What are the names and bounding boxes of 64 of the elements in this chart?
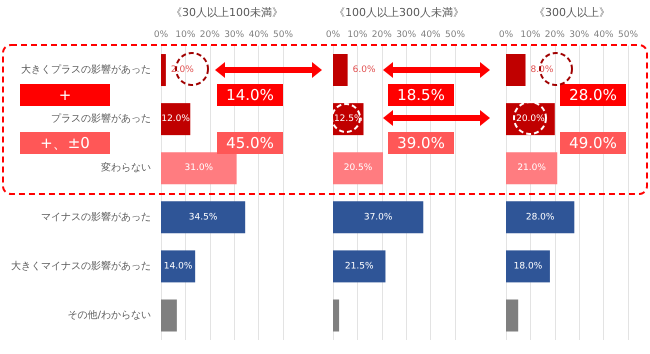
data-label: 14.0% (164, 261, 193, 272)
annotation: 39.0% (397, 134, 445, 152)
x-tick-label: 20% (200, 30, 220, 40)
data-label: 20.5% (344, 163, 373, 174)
bar (333, 299, 340, 332)
data-label: 18.0% (514, 261, 543, 272)
bar (506, 250, 550, 282)
data-label: 37.0% (364, 212, 393, 222)
data-label: 2.0% (170, 65, 194, 76)
y-tick-label: 変わらない (101, 162, 151, 174)
x-tick-label: 50% (444, 30, 466, 40)
data-label: 21.0% (517, 163, 546, 174)
text: + (58, 86, 72, 104)
x-tick-label: 20% (544, 30, 566, 40)
bar (161, 152, 237, 184)
annotation: 45.0% (226, 134, 274, 152)
bar (506, 152, 558, 184)
data-label: 28.0% (526, 212, 555, 222)
x-tick-label: 30% (224, 30, 245, 40)
chart-title: 《300人以上》 (534, 6, 610, 19)
x-tick-label: 40% (594, 30, 614, 40)
data-label: 21.5% (344, 261, 374, 272)
x-tick-label: 0% (326, 30, 341, 40)
y-tick-label: 大きくマイナスの影響があった (11, 260, 151, 272)
text: +、±0 (40, 134, 90, 152)
y-tick-label: 大きくプラスの影響があった (21, 64, 151, 76)
data-label: 34.5% (188, 212, 218, 222)
data-label: 12.0% (161, 114, 190, 124)
data-label: 20.0% (516, 114, 546, 124)
bar (161, 54, 166, 86)
x-tick-label: 0% (154, 30, 169, 40)
annotation: 28.0% (569, 86, 617, 104)
x-tick-label: 0% (498, 30, 514, 40)
bar (506, 201, 574, 234)
x-tick-label: 30% (396, 30, 417, 40)
x-tick-label: 40% (420, 30, 442, 40)
y-tick-label: その他/わからない (68, 308, 151, 321)
x-tick-label: 50% (272, 30, 294, 40)
x-tick-label: 20% (372, 30, 392, 40)
x-tick-label: 10% (347, 30, 368, 40)
x-tick-label: 10% (175, 30, 196, 40)
data-label: 6.0% (352, 65, 376, 76)
x-tick-label: 10% (520, 30, 541, 40)
bar (333, 54, 348, 86)
bar (161, 103, 190, 136)
bar (506, 299, 518, 332)
data-label: 31.0% (184, 163, 214, 174)
x-tick-label: 50% (618, 30, 638, 40)
chart-title: 《100人以上300人未満》 (334, 6, 464, 19)
annotation: 18.5% (397, 86, 445, 104)
y-tick-label: マイナスの影響があった (41, 210, 151, 223)
bar (161, 299, 177, 332)
bar (161, 250, 196, 282)
y-tick-label: プラスの影響があった (51, 112, 151, 125)
bar (333, 152, 384, 184)
bar (333, 201, 424, 234)
annotation: 14.0% (226, 86, 274, 104)
bar (161, 201, 246, 234)
annotation: 49.0% (569, 134, 617, 152)
bar (333, 250, 386, 282)
x-tick-label: 30% (569, 30, 590, 40)
x-tick-label: 40% (248, 30, 270, 40)
chart-title: 《30人以上100未満》 (171, 6, 283, 19)
bar (506, 54, 526, 86)
